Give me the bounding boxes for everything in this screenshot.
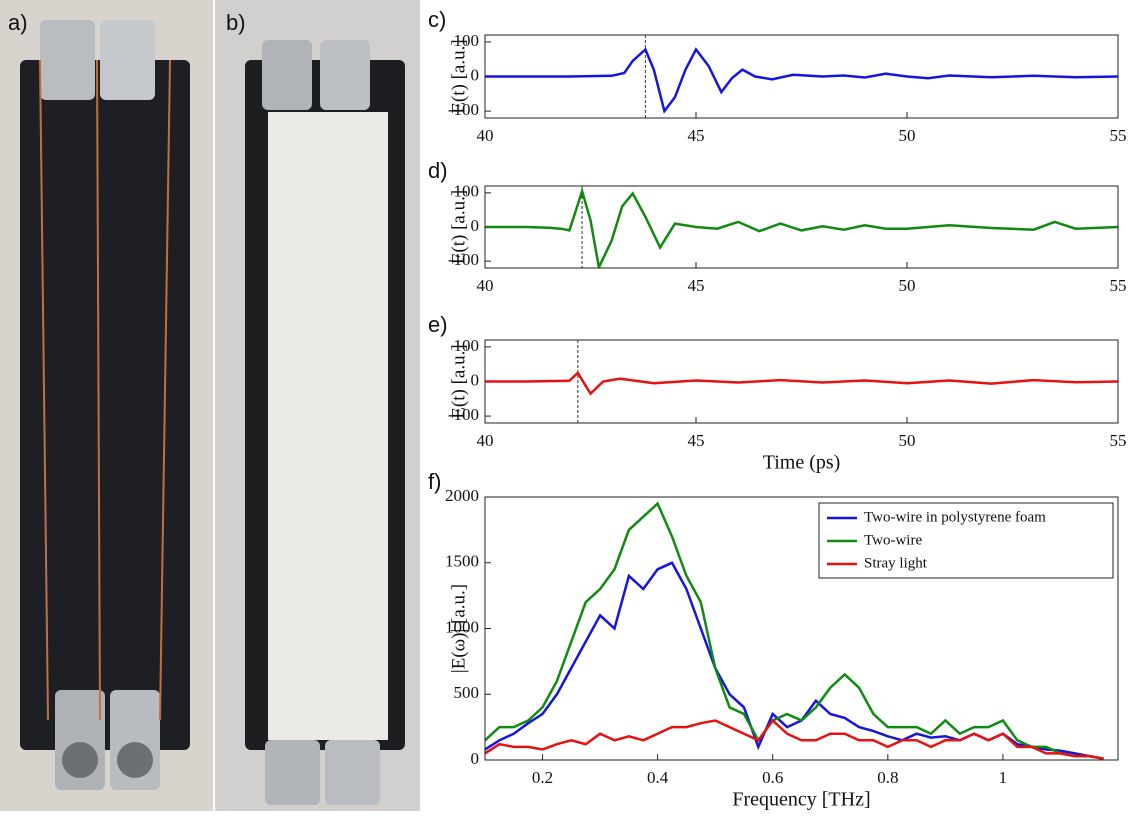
panel-label: d)	[428, 158, 448, 183]
y-tick-label: 0	[471, 216, 480, 235]
photo-a: a)	[0, 0, 213, 811]
x-tick-label: 55	[1110, 276, 1127, 295]
x-tick-label: 40	[477, 126, 494, 145]
x-axis-label: Time (ps)	[763, 452, 841, 474]
y-tick-label: 100	[454, 182, 480, 201]
x-tick-label: 50	[899, 276, 916, 295]
series-line	[485, 501, 1104, 760]
y-tick-label: 500	[454, 683, 480, 702]
x-tick-label: 45	[688, 126, 705, 145]
series-line	[485, 718, 1104, 760]
panel-label: c)	[428, 7, 446, 32]
y-tick-label: 0	[471, 749, 480, 768]
x-tick-label: 55	[1110, 431, 1127, 450]
x-tick-label: 45	[688, 276, 705, 295]
y-axis-label: E(t) [a.u.]	[448, 39, 469, 113]
y-axis-label: |E(ω)| [a.u.]	[448, 584, 469, 673]
x-tick-label: 45	[688, 431, 705, 450]
legend-box	[818, 502, 1114, 579]
x-tick-label: 50	[899, 126, 916, 145]
photo-b: b)	[215, 0, 420, 811]
x-tick-label: 1	[999, 768, 1008, 787]
y-tick-label: 0	[471, 370, 480, 389]
y-tick-label: -100	[448, 100, 479, 119]
x-tick-label: 55	[1110, 126, 1127, 145]
series-line	[485, 47, 1118, 114]
y-tick-label: 100	[454, 336, 480, 355]
y-tick-label: -100	[448, 250, 479, 269]
plot-frame	[484, 339, 1119, 424]
plot-frame	[484, 496, 1119, 761]
plot-frame	[484, 185, 1119, 269]
x-tick-label: 0.8	[877, 768, 898, 787]
x-tick-label: 0.4	[647, 768, 669, 787]
x-tick-label: 0.2	[532, 768, 553, 787]
series-line	[485, 186, 1118, 268]
plot-frame	[484, 34, 1119, 119]
y-tick-label: 0	[471, 65, 480, 84]
y-axis-label: E(t) [a.u.]	[448, 344, 469, 418]
series-line	[485, 370, 1118, 396]
y-axis-label: E(t) [a.u.]	[448, 190, 469, 264]
panel-label: e)	[428, 312, 448, 337]
x-tick-label: 50	[899, 431, 916, 450]
y-tick-label: 1500	[445, 552, 479, 571]
panel-label: b)	[226, 10, 246, 35]
y-tick-label: -100	[448, 405, 479, 424]
y-tick-label: 2000	[445, 486, 479, 505]
panel-label: f)	[428, 469, 441, 494]
legend-label: Two-wire	[864, 532, 922, 548]
x-axis-label: Frequency [THz]	[732, 789, 870, 811]
x-tick-label: 40	[477, 431, 494, 450]
y-tick-label: 100	[454, 31, 480, 50]
x-tick-label: 40	[477, 276, 494, 295]
legend-label: Stray light	[864, 555, 928, 571]
legend-label: Two-wire in polystyrene foam	[864, 509, 1046, 525]
x-tick-label: 0.6	[762, 768, 783, 787]
y-tick-label: 1000	[445, 617, 479, 636]
panel-label: a)	[8, 10, 28, 35]
